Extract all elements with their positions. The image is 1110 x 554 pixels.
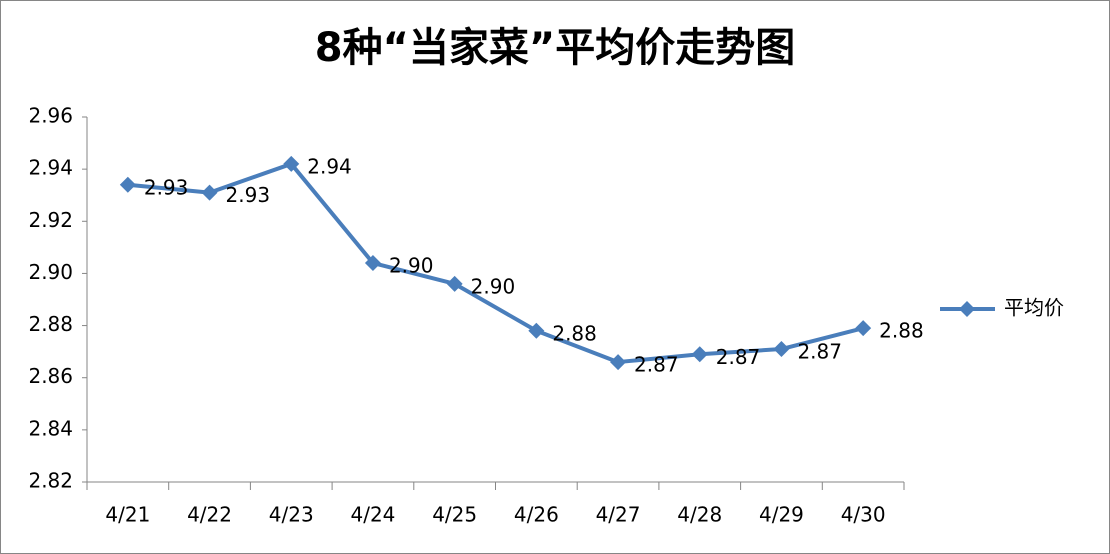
y-tick-label: 2.96 (28, 104, 73, 128)
marker (528, 322, 545, 339)
x-tick-label: 4/25 (432, 503, 477, 527)
y-tick-label: 2.90 (28, 260, 73, 284)
marker (773, 341, 790, 358)
data-label: 2.88 (879, 319, 924, 343)
y-tick-label: 2.88 (28, 312, 73, 336)
x-tick-label: 4/26 (514, 503, 559, 527)
data-label: 2.87 (797, 340, 842, 364)
data-label: 2.93 (144, 175, 189, 199)
x-tick-label: 4/24 (350, 503, 395, 527)
marker (364, 255, 381, 271)
data-label: 2.87 (634, 353, 679, 377)
y-tick-label: 2.92 (28, 208, 73, 232)
marker (855, 320, 872, 337)
x-tick-label: 4/22 (187, 503, 232, 527)
x-tick-label: 4/21 (105, 503, 150, 527)
marker (446, 275, 463, 292)
legend-marker (959, 301, 975, 317)
data-label: 2.90 (471, 274, 516, 298)
data-label: 2.93 (226, 183, 271, 207)
data-label: 2.94 (307, 154, 352, 178)
y-tick-label: 2.94 (28, 156, 73, 180)
series-line (127, 161, 864, 365)
y-tick-label: 2.86 (28, 364, 73, 388)
x-tick-label: 4/29 (759, 503, 804, 527)
marker (283, 155, 300, 172)
data-label: 2.90 (389, 254, 434, 278)
x-tick-label: 4/27 (596, 503, 641, 527)
y-tick-label: 2.84 (28, 416, 73, 440)
x-tick-label: 4/23 (269, 503, 314, 527)
marker (119, 176, 136, 193)
legend-label: 平均价 (1004, 296, 1064, 320)
x-tick-label: 4/30 (841, 503, 886, 527)
marker (691, 346, 708, 363)
y-tick-label: 2.82 (28, 469, 73, 493)
chart-title: 8种“当家菜”平均价走势图 (315, 25, 795, 71)
marker (610, 354, 627, 371)
x-tick-label: 4/28 (677, 503, 722, 527)
data-label: 2.87 (716, 345, 761, 369)
data-label: 2.88 (552, 321, 597, 345)
marker (201, 184, 218, 201)
